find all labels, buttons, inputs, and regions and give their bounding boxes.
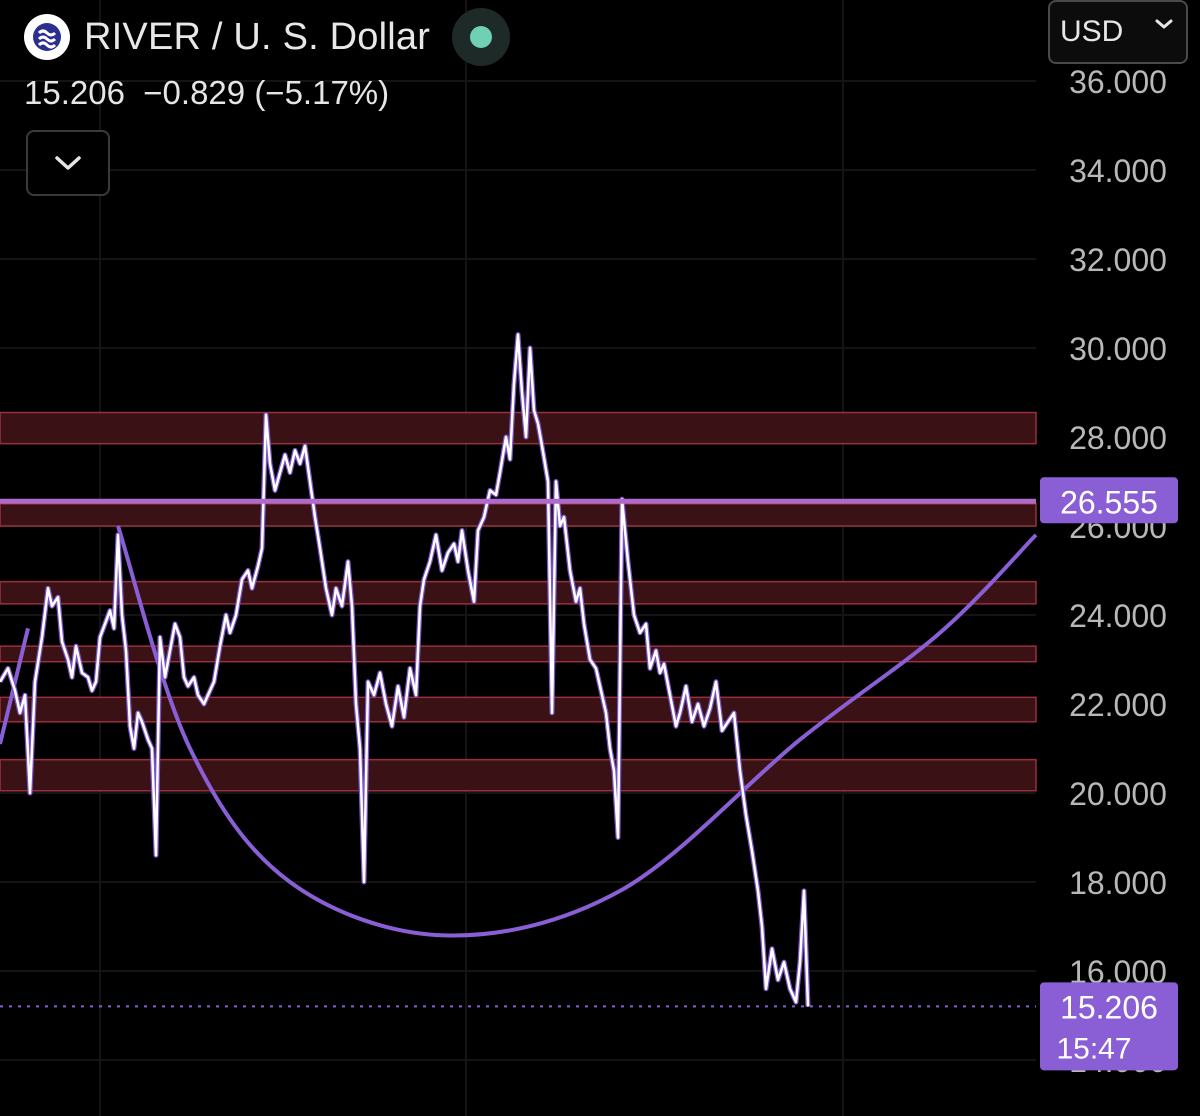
last-price-label: 15.206 <box>1060 989 1158 1025</box>
y-tick-label: 18.000 <box>1069 865 1167 901</box>
last-price-label-bg <box>1040 982 1178 1071</box>
resistance-zones <box>0 411 1037 792</box>
symbol-title: RIVER / U. S. Dollar <box>84 15 431 58</box>
resistance-zone <box>0 411 1037 445</box>
resistance-zone <box>0 645 1037 663</box>
chart-header: RIVER / U. S. Dollar <box>24 8 511 66</box>
currency-dropdown[interactable]: USD <box>1048 0 1188 64</box>
price-level-lines <box>0 498 1036 1008</box>
collapse-button[interactable] <box>26 130 110 196</box>
chart-grid <box>0 0 1036 1116</box>
price-change: −0.829 <box>143 74 246 111</box>
last-price: 15.206 <box>24 74 125 111</box>
y-tick-label: 24.000 <box>1069 598 1167 634</box>
price-series <box>0 332 811 1007</box>
y-tick-label: 20.000 <box>1069 776 1167 812</box>
market-status-indicator <box>452 8 511 66</box>
countdown-label: 15:47 <box>1056 1032 1131 1065</box>
chevron-down-icon <box>1155 19 1173 29</box>
y-tick-label: 32.000 <box>1069 242 1167 278</box>
level-label: 26.555 <box>1060 484 1158 520</box>
price-summary: 15.206 −0.829 (−5.17%) <box>24 74 389 112</box>
price-series-line <box>0 333 810 1007</box>
y-tick-label: 30.000 <box>1069 331 1167 367</box>
y-tick-label: 22.000 <box>1069 687 1167 723</box>
price-change-pct: (−5.17%) <box>254 74 390 111</box>
chevron-down-icon <box>55 156 81 170</box>
resistance-zone <box>0 758 1037 792</box>
y-tick-label: 34.000 <box>1069 153 1167 189</box>
resistance-zone <box>0 580 1037 605</box>
price-labels: 26.555 15.206 15:47 <box>1040 477 1178 1071</box>
status-dot-icon <box>470 26 493 48</box>
resistance-zone <box>0 503 1037 527</box>
y-tick-label: 36.000 <box>1069 64 1167 100</box>
y-axis: 14.00016.00018.00020.00022.00024.00026.0… <box>1069 64 1167 1079</box>
resistance-zone <box>0 696 1037 723</box>
y-tick-label: 28.000 <box>1069 420 1167 456</box>
currency-label: USD <box>1060 15 1124 48</box>
river-logo-icon <box>24 14 70 60</box>
level-label-bg <box>1040 477 1178 524</box>
arc-curve <box>116 525 1038 938</box>
